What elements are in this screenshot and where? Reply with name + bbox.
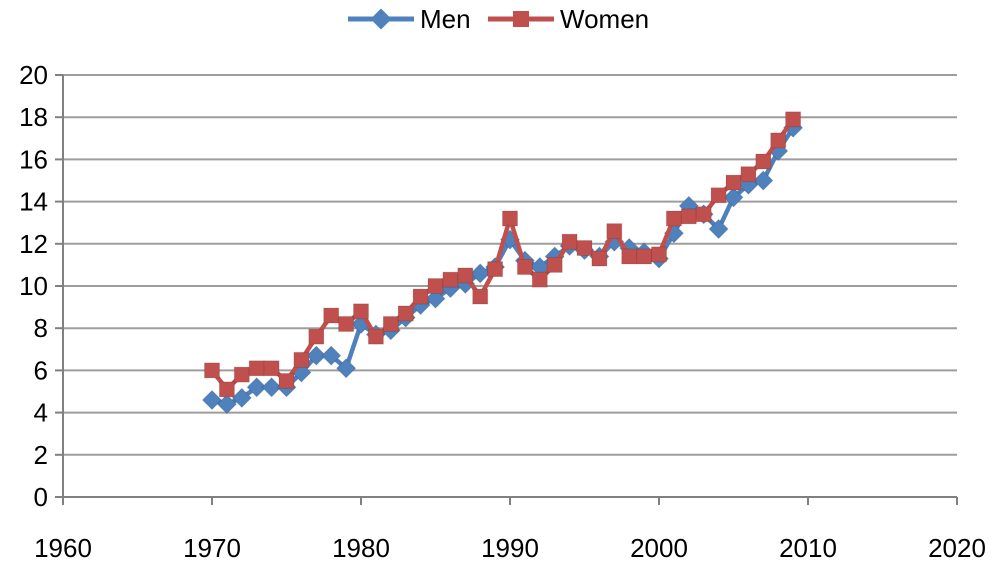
y-tick-label: 4 — [34, 398, 48, 428]
men-data-point-marker — [469, 263, 491, 284]
women-data-point-marker — [636, 248, 653, 265]
women-data-point-marker — [695, 206, 712, 223]
women-data-point-marker — [293, 351, 310, 368]
women-data-point-marker — [740, 166, 757, 183]
men-data-point-marker — [708, 218, 729, 240]
y-tick-label: 20 — [19, 60, 48, 90]
women-data-point-marker — [353, 303, 369, 320]
women-data-point-marker — [278, 372, 295, 389]
women-data-point-marker — [725, 174, 742, 191]
women-data-point-marker — [442, 271, 459, 288]
women-data-point-marker — [606, 223, 623, 240]
women-data-point-marker — [651, 246, 667, 263]
women-data-point-marker — [770, 132, 787, 149]
women-data-point-marker — [755, 153, 772, 170]
y-tick-label: 14 — [19, 187, 48, 217]
men-data-point-marker — [246, 377, 267, 398]
men-data-point-marker — [201, 389, 223, 411]
data-series — [201, 111, 804, 415]
legend-men-label: Men — [420, 4, 471, 34]
women-data-point-marker — [591, 250, 608, 267]
women-data-point-marker — [680, 208, 697, 225]
women-data-point-marker — [516, 259, 533, 276]
x-tick-label: 1960 — [34, 533, 92, 563]
women-data-point-marker — [457, 267, 474, 284]
women-data-point-marker — [785, 111, 802, 128]
women-data-point-marker — [204, 362, 220, 379]
women-data-point-marker — [338, 315, 355, 332]
women-data-point-marker — [248, 360, 265, 377]
women-data-point-marker — [621, 248, 638, 265]
x-tick-label: 2010 — [779, 533, 837, 563]
y-tick-label: 2 — [34, 440, 48, 470]
axes: 0 2 4 6 8 10 12 14 16 18 20 1960 1970 1980 1990 2000 201… — [19, 60, 986, 563]
women-data-point-marker — [382, 315, 399, 332]
women-data-point-marker — [576, 240, 593, 257]
women-data-point-marker — [233, 366, 250, 383]
y-tick-label: 6 — [34, 355, 48, 385]
women-data-point-marker — [502, 210, 518, 227]
x-tick-label: 2020 — [928, 533, 986, 563]
women-data-point-marker — [561, 233, 578, 250]
women-data-point-marker — [546, 256, 563, 273]
gridlines — [63, 74, 957, 456]
women-data-point-marker — [531, 271, 548, 288]
men-data-point-marker — [723, 187, 744, 208]
women-data-point-marker — [397, 305, 414, 322]
y-tick-label: 0 — [34, 482, 48, 512]
legend-women-label: Women — [560, 4, 649, 34]
y-tick-label: 18 — [19, 102, 48, 132]
legend-women-square-icon — [513, 11, 529, 27]
women-data-point-marker — [263, 360, 280, 377]
x-tick-label: 2000 — [630, 533, 688, 563]
men-data-point-marker — [261, 377, 282, 398]
y-tick-label: 16 — [19, 144, 48, 174]
women-data-point-marker — [323, 307, 340, 324]
women-data-point-marker — [472, 288, 489, 305]
women-data-point-marker — [308, 328, 325, 345]
men-data-point-marker — [231, 387, 253, 409]
x-tick-label: 1980 — [332, 533, 390, 563]
women-data-point-marker — [218, 381, 235, 398]
women-data-point-marker — [427, 278, 444, 294]
women-data-point-marker — [487, 261, 504, 278]
legend: Men Women — [348, 4, 649, 34]
men-data-point-marker — [425, 288, 446, 309]
women-data-point-marker — [665, 210, 682, 227]
y-tick-label: 8 — [34, 313, 48, 343]
y-tick-label: 12 — [19, 229, 48, 259]
women-data-point-marker — [710, 187, 727, 204]
men-data-point-marker — [306, 345, 327, 366]
men-data-point-marker — [335, 358, 357, 379]
women-data-point-marker — [367, 328, 384, 345]
men-data-point-marker — [753, 170, 774, 191]
men-data-point-marker — [216, 393, 238, 415]
x-tick-label: 1990 — [481, 533, 539, 563]
men-data-point-marker — [320, 345, 342, 366]
y-tick-label: 10 — [19, 271, 48, 301]
legend-men-diamond-icon — [370, 8, 392, 30]
x-tick-label: 1970 — [183, 533, 241, 563]
women-data-point-marker — [412, 288, 429, 305]
